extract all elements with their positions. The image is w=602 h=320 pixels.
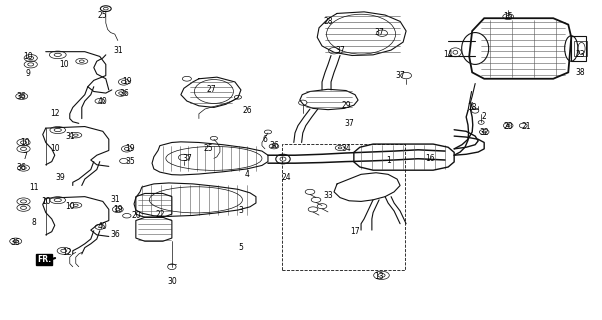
- Text: 10: 10: [65, 202, 75, 211]
- Text: 20: 20: [503, 122, 513, 131]
- Text: 9: 9: [25, 69, 30, 78]
- Text: 18: 18: [467, 103, 477, 112]
- Text: 10: 10: [50, 144, 60, 153]
- Text: 1: 1: [386, 156, 391, 164]
- Text: 29: 29: [341, 101, 351, 110]
- Text: FR.: FR.: [37, 255, 51, 264]
- Text: 31: 31: [110, 195, 120, 204]
- Text: 38: 38: [576, 68, 585, 77]
- Text: 13: 13: [374, 272, 384, 281]
- Text: 34: 34: [341, 144, 351, 153]
- Text: 37: 37: [182, 154, 192, 163]
- Text: 2: 2: [482, 113, 486, 122]
- Text: 16: 16: [426, 154, 435, 163]
- Bar: [574, 41, 588, 56]
- Text: 26: 26: [242, 106, 252, 115]
- Text: 37: 37: [374, 28, 384, 37]
- Text: 27: 27: [206, 85, 216, 94]
- Text: 40: 40: [98, 222, 108, 231]
- Text: 11: 11: [29, 183, 39, 192]
- Text: 19: 19: [122, 77, 132, 86]
- Text: 10: 10: [20, 138, 29, 147]
- Text: 4: 4: [244, 170, 249, 179]
- Text: 19: 19: [113, 205, 123, 214]
- Text: 15: 15: [503, 12, 513, 21]
- Text: 30: 30: [167, 276, 177, 285]
- Text: 31: 31: [65, 132, 75, 140]
- Text: 28: 28: [323, 17, 333, 26]
- Text: 5: 5: [238, 243, 243, 252]
- Text: 25: 25: [98, 11, 108, 20]
- Text: 20: 20: [131, 211, 141, 220]
- Text: 14: 14: [443, 50, 453, 59]
- Text: 17: 17: [350, 227, 360, 236]
- Text: 39: 39: [56, 173, 66, 182]
- Text: 19: 19: [125, 144, 135, 153]
- Text: 36: 36: [17, 164, 26, 172]
- Text: 37: 37: [344, 119, 354, 128]
- Text: 7: 7: [22, 152, 27, 161]
- Text: 10: 10: [23, 52, 33, 61]
- Text: 3: 3: [238, 206, 243, 215]
- Text: 37: 37: [396, 71, 405, 80]
- Text: 31: 31: [113, 45, 123, 55]
- Text: 24: 24: [281, 173, 291, 182]
- Text: 12: 12: [50, 109, 60, 118]
- Text: 36: 36: [11, 238, 20, 247]
- Text: 22: 22: [155, 210, 164, 219]
- Text: 8: 8: [31, 218, 36, 227]
- Text: 10: 10: [59, 60, 69, 69]
- Text: 35: 35: [125, 157, 135, 166]
- Text: 36: 36: [110, 230, 120, 239]
- Text: 23: 23: [576, 50, 585, 59]
- Text: 36: 36: [269, 141, 279, 150]
- Text: 32: 32: [479, 128, 489, 137]
- Text: 33: 33: [323, 190, 333, 200]
- Text: 12: 12: [62, 248, 72, 257]
- Text: 21: 21: [521, 122, 531, 131]
- Text: 36: 36: [17, 92, 26, 101]
- Text: 25: 25: [203, 144, 213, 153]
- Text: 6: 6: [262, 135, 267, 144]
- Bar: [571, 36, 586, 61]
- Text: 10: 10: [41, 197, 51, 206]
- Text: 36: 36: [119, 89, 129, 98]
- Text: 37: 37: [335, 45, 345, 55]
- Text: 40: 40: [98, 97, 108, 106]
- Bar: [282, 144, 405, 270]
